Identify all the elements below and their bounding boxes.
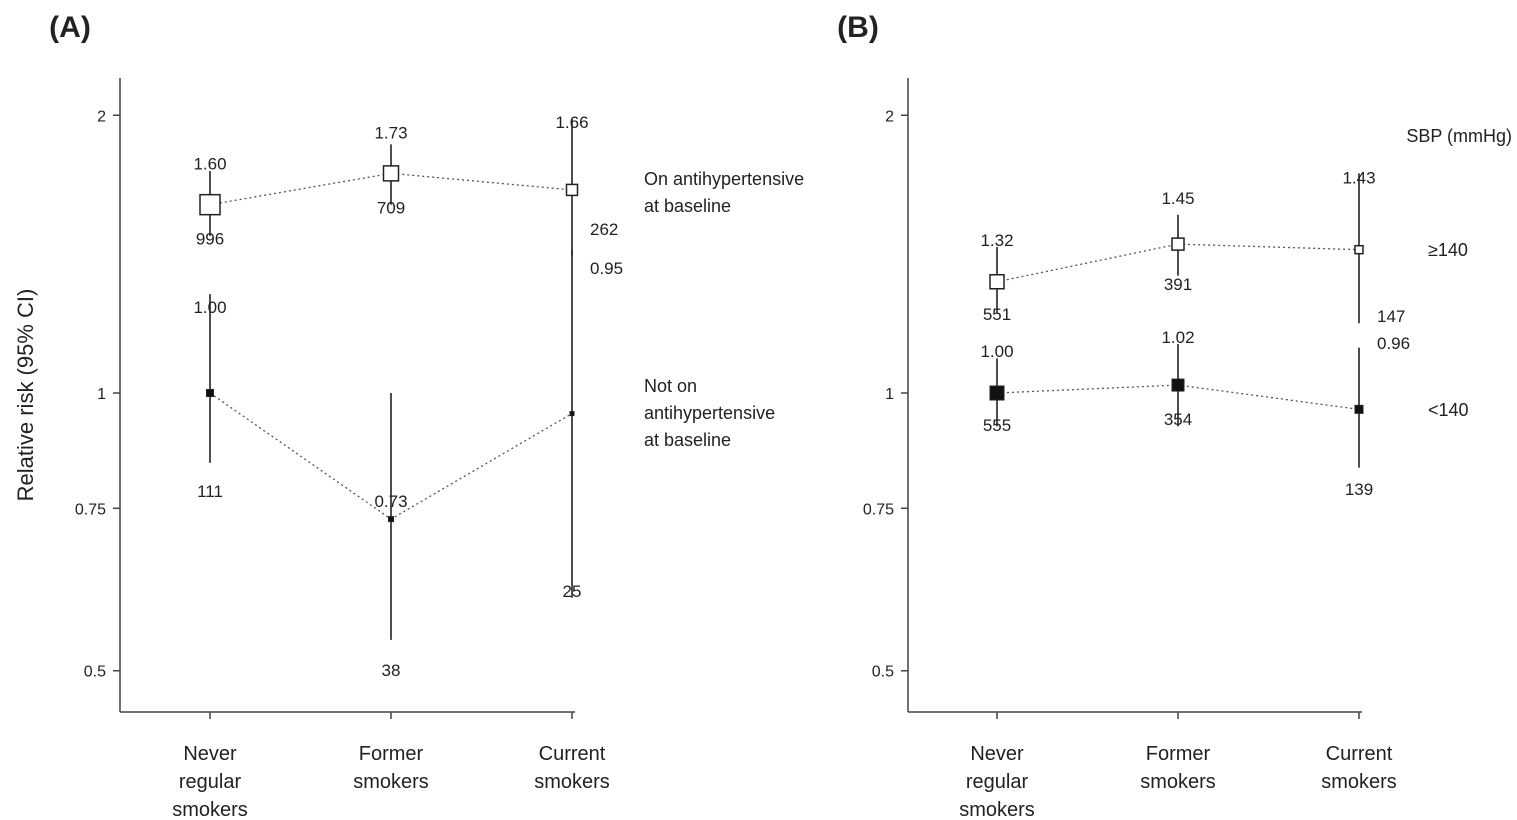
count-label: 25 xyxy=(563,582,582,601)
count-label: 262 xyxy=(590,220,618,239)
filled-square-marker xyxy=(389,517,394,522)
open-square-marker xyxy=(384,166,399,181)
rr-value-label: 1.00 xyxy=(980,342,1013,361)
filled-square-marker xyxy=(990,386,1004,400)
x-category-label: Former smokers xyxy=(1140,743,1216,793)
y-tick-label: 0.75 xyxy=(75,501,106,518)
x-category-label: Former smokers xyxy=(353,743,429,793)
rr-value-label: 1.73 xyxy=(374,123,407,142)
x-category-label: Never regular smokers xyxy=(959,743,1035,820)
rr-value-label: 1.43 xyxy=(1342,169,1375,188)
rr-value-label: 1.32 xyxy=(980,231,1013,250)
y-tick-label: 0.5 xyxy=(84,664,106,681)
rr-value-label: 1.00 xyxy=(193,298,226,317)
count-label: 709 xyxy=(377,198,405,217)
rr-value-label: 0.95 xyxy=(590,259,623,278)
count-label: 996 xyxy=(196,230,224,249)
y-axis-label: Relative risk (95% CI) xyxy=(13,289,38,502)
x-category-label: Current smokers xyxy=(1321,743,1397,793)
filled-square-marker xyxy=(570,412,574,416)
y-tick-label: 2 xyxy=(885,108,894,125)
filled-square-marker xyxy=(1172,379,1184,391)
series-label: Not on antihypertensive at baseline xyxy=(644,376,775,450)
open-square-marker xyxy=(567,184,578,195)
count-label: 551 xyxy=(983,305,1011,324)
count-label: 139 xyxy=(1345,480,1373,499)
count-label: 354 xyxy=(1164,410,1192,429)
y-tick-label: 0.5 xyxy=(872,664,894,681)
y-tick-label: 2 xyxy=(97,108,106,125)
panel-label: (A) xyxy=(49,11,91,44)
legend-title: SBP (mmHg) xyxy=(1406,126,1512,146)
x-category-label: Never regular smokers xyxy=(172,743,248,820)
rr-value-label: 0.96 xyxy=(1377,334,1410,353)
filled-square-marker xyxy=(207,390,214,397)
series-label: ≥140 xyxy=(1428,240,1468,260)
rr-value-label: 1.66 xyxy=(555,113,588,132)
open-square-marker xyxy=(990,275,1004,289)
count-label: 111 xyxy=(197,482,223,501)
count-label: 147 xyxy=(1377,307,1405,326)
open-square-marker xyxy=(1355,246,1363,254)
open-square-marker xyxy=(1172,238,1184,250)
y-tick-label: 0.75 xyxy=(863,501,894,518)
y-tick-label: 1 xyxy=(97,386,106,403)
rr-value-label: 1.45 xyxy=(1161,189,1194,208)
filled-square-marker xyxy=(1355,405,1363,413)
count-label: 38 xyxy=(382,661,401,680)
rr-value-label: 1.02 xyxy=(1161,328,1194,347)
y-tick-label: 1 xyxy=(885,386,894,403)
open-square-marker xyxy=(200,195,220,215)
count-label: 391 xyxy=(1164,275,1192,294)
x-category-label: Current smokers xyxy=(534,743,610,793)
count-label: 555 xyxy=(983,416,1011,435)
series-label: On antihypertensive at baseline xyxy=(644,169,804,216)
rr-value-label: 1.60 xyxy=(193,155,226,174)
panel-label: (B) xyxy=(837,11,879,44)
rr-value-label: 0.73 xyxy=(374,492,407,511)
series-label: <140 xyxy=(1428,400,1469,420)
